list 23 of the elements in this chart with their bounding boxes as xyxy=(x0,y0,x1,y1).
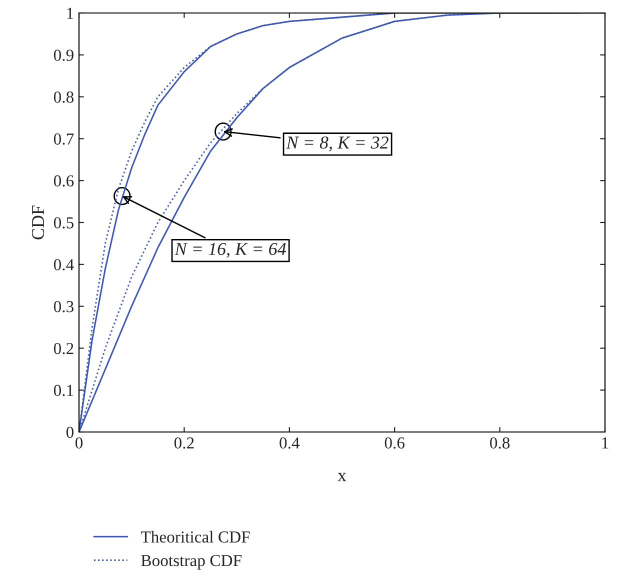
y-tick-label: 0.1 xyxy=(54,384,74,396)
x-tick-label: 0.6 xyxy=(384,437,405,449)
y-tick-label: 1 xyxy=(67,8,74,19)
y-tick-label: 0.3 xyxy=(54,301,74,312)
x-tick-label: 0 xyxy=(75,437,83,449)
x-axis-title: x xyxy=(338,472,346,482)
y-tick-label: 0.4 xyxy=(54,259,74,270)
legend-label: Bootstrap CDF xyxy=(141,554,242,570)
x-tick-label: 0.2 xyxy=(174,437,194,449)
y-tick-label: 0.7 xyxy=(54,133,74,145)
annotation: N = 8, K = 32 xyxy=(286,136,388,152)
y-tick-label: 0.2 xyxy=(54,342,74,354)
annotation: N = 16, K = 64 xyxy=(174,242,286,258)
y-tick-label: 0 xyxy=(66,426,74,438)
y-tick-label: 0.9 xyxy=(54,50,74,61)
x-tick-label: 0.8 xyxy=(490,437,510,449)
y-tick-label: 0.6 xyxy=(54,175,74,187)
legend-label: Theoritical CDF xyxy=(140,530,250,543)
y-axis-title: CDF xyxy=(32,206,44,240)
y-tick-label: 0.5 xyxy=(54,217,74,229)
x-tick-label: 1 xyxy=(602,437,608,448)
x-tick-label: 0.4 xyxy=(280,437,300,449)
y-tick-label: 0.8 xyxy=(54,92,74,103)
